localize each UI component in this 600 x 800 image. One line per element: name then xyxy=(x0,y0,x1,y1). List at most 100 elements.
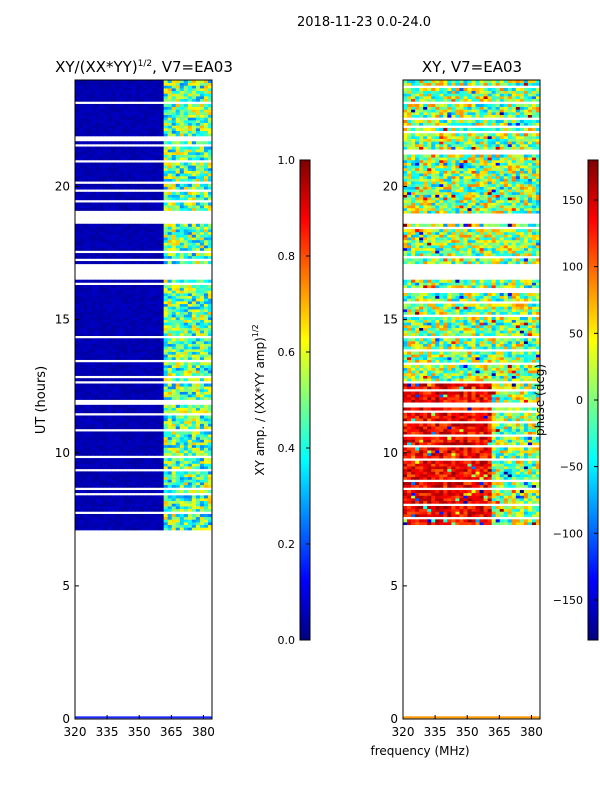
heatmap-cell xyxy=(143,324,148,329)
heatmap-cell xyxy=(407,511,412,515)
heatmap-cell xyxy=(463,498,468,502)
heatmap-cell xyxy=(163,255,169,259)
heatmap-cell xyxy=(163,290,169,294)
heatmap-cell xyxy=(127,202,132,206)
heatmap-cell xyxy=(143,253,148,257)
heatmap-cell xyxy=(87,306,92,310)
heatmap-cell xyxy=(199,111,205,116)
heatmap-cell xyxy=(75,314,80,318)
heatmap-cell xyxy=(103,340,108,344)
heatmap-cell xyxy=(159,460,165,464)
heatmap-cell xyxy=(179,279,185,283)
heatmap-cell xyxy=(195,114,201,118)
heatmap-cell xyxy=(171,474,177,478)
heatmap-cell xyxy=(87,111,92,116)
heatmap-cell xyxy=(155,452,161,456)
heatmap-cell xyxy=(155,234,161,238)
heatmap-cell xyxy=(147,314,152,318)
amplitude-y-axis-label: UT (hours) xyxy=(34,366,49,434)
heatmap-cell xyxy=(83,370,88,374)
heatmap-cell xyxy=(127,466,132,470)
heatmap-cell xyxy=(107,316,112,321)
heatmap-cell xyxy=(159,287,165,291)
heatmap-cell xyxy=(155,202,161,206)
heatmap-cell xyxy=(155,418,161,422)
heatmap-cell xyxy=(139,114,144,118)
heatmap-cell xyxy=(139,95,144,100)
heatmap-cell xyxy=(143,285,148,289)
heatmap-cell xyxy=(171,242,177,246)
heatmap-cell xyxy=(75,130,80,134)
heatmap-cell xyxy=(159,234,165,238)
heatmap-cell xyxy=(79,346,84,350)
heatmap-cell xyxy=(135,354,140,358)
heatmap-cell xyxy=(187,351,193,355)
heatmap-cell xyxy=(183,191,189,195)
heatmap-cell xyxy=(171,503,177,507)
heatmap-cell xyxy=(199,524,205,528)
heatmap-cell xyxy=(207,183,213,187)
heatmap-cell xyxy=(79,434,84,438)
heatmap-cell xyxy=(115,516,120,520)
heatmap-cell xyxy=(183,207,189,211)
heatmap-cell xyxy=(91,439,96,443)
heatmap-cell xyxy=(87,146,92,150)
heatmap-cell xyxy=(167,319,173,323)
heatmap-cell xyxy=(143,151,148,155)
heatmap-cell xyxy=(91,285,96,289)
heatmap-cell xyxy=(203,231,209,235)
heatmap-cell xyxy=(95,370,100,374)
heatmap-cell xyxy=(79,314,84,318)
heatmap-cell xyxy=(199,237,205,241)
heatmap-cell xyxy=(87,442,92,446)
heatmap-cell xyxy=(87,231,92,235)
heatmap-cell xyxy=(135,114,140,118)
heatmap-cell xyxy=(507,490,513,494)
heatmap-cell xyxy=(115,170,120,174)
heatmap-cell xyxy=(119,460,124,464)
heatmap-cell xyxy=(163,500,169,504)
heatmap-cell xyxy=(171,479,177,483)
heatmap-cell xyxy=(151,162,156,166)
heatmap-cell xyxy=(151,146,156,150)
heatmap-cell xyxy=(87,362,92,366)
heatmap-cell xyxy=(99,183,104,187)
heatmap-cell xyxy=(107,234,112,238)
heatmap-cell xyxy=(99,418,104,422)
heatmap-cell xyxy=(139,367,144,371)
heatmap-cell xyxy=(187,410,193,414)
heatmap-cell xyxy=(119,434,124,438)
heatmap-cell xyxy=(203,521,209,526)
heatmap-cell xyxy=(83,466,88,470)
heatmap-cell xyxy=(75,119,80,123)
heatmap-cell xyxy=(139,202,144,206)
heatmap-cell xyxy=(99,127,104,131)
heatmap-cell xyxy=(91,93,96,97)
heatmap-cell xyxy=(207,303,213,307)
heatmap-cell xyxy=(519,513,525,518)
heatmap-cell xyxy=(147,234,152,238)
heatmap-cell xyxy=(191,255,197,259)
heatmap-cell xyxy=(459,495,464,499)
heatmap-cell xyxy=(139,234,144,238)
heatmap-cell xyxy=(147,114,152,118)
heatmap-cell xyxy=(115,503,120,507)
heatmap-cell xyxy=(151,207,156,211)
heatmap-cell xyxy=(91,245,96,249)
heatmap-cell xyxy=(191,285,197,289)
heatmap-cell xyxy=(103,474,108,478)
heatmap-cell xyxy=(167,122,173,126)
heatmap-cell xyxy=(179,495,185,499)
amplitude-panel-title: XY/(XX*YY)1/2, V7=EA03 xyxy=(55,58,233,76)
heatmap-cell xyxy=(115,255,120,259)
heatmap-cell xyxy=(135,482,140,486)
heatmap-cell xyxy=(99,287,104,291)
heatmap-cell xyxy=(163,197,169,201)
heatmap-cell xyxy=(91,490,96,494)
heatmap-cell xyxy=(135,351,140,355)
heatmap-cell xyxy=(459,519,464,523)
heatmap-cell xyxy=(139,434,144,438)
heatmap-cell xyxy=(207,442,213,446)
heatmap-cell xyxy=(171,234,177,238)
heatmap-cell xyxy=(139,162,144,166)
